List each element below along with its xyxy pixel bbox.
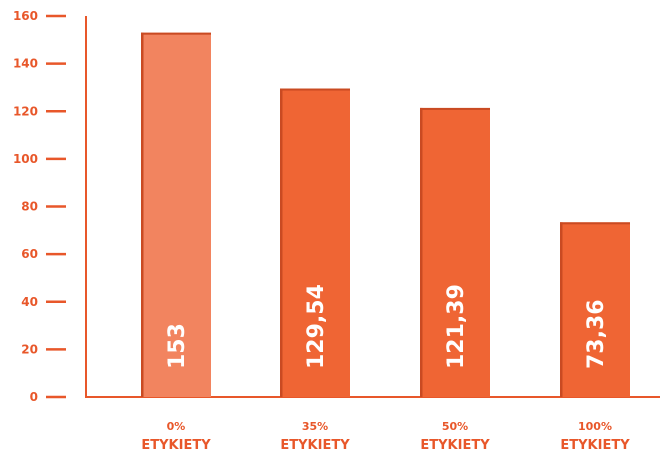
bar-top-edge: [560, 222, 630, 225]
bar-top-edge: [141, 32, 211, 35]
y-tick-label: 40: [21, 295, 38, 309]
bar: [280, 88, 350, 398]
bar: [560, 222, 630, 397]
x-category-label: ETYKIETY: [420, 438, 490, 453]
y-tick-label: 20: [21, 342, 38, 356]
y-tick-label: 60: [21, 247, 38, 261]
bar-top-edge: [420, 107, 490, 110]
bar: [141, 32, 211, 397]
y-tick-label: 160: [13, 9, 38, 23]
bar-edge: [420, 107, 423, 397]
y-tick-label: 140: [13, 57, 38, 71]
x-category-label: ETYKIETY: [560, 438, 630, 453]
y-tick-label: 80: [21, 200, 38, 214]
bar: [420, 107, 490, 397]
y-tick-label: 100: [13, 152, 38, 166]
x-category-label: ETYKIETY: [141, 438, 211, 453]
bar-edge: [280, 88, 283, 398]
bar-value-label: 121,39: [444, 284, 469, 369]
x-category-label: 35%: [302, 420, 328, 433]
x-category-label: 0%: [167, 420, 186, 433]
bar-value-label: 129,54: [304, 284, 329, 369]
x-category-label: ETYKIETY: [280, 438, 350, 453]
bar-value-label: 73,36: [584, 299, 609, 369]
x-category-label: 100%: [578, 420, 612, 433]
bar-edge: [141, 32, 144, 397]
bar-edge: [560, 222, 563, 397]
y-tick-label: 0: [30, 390, 38, 404]
y-tick-label: 120: [13, 104, 38, 118]
x-category-label: 50%: [442, 420, 468, 433]
bar-value-label: 153: [165, 323, 190, 369]
bar-top-edge: [280, 88, 350, 91]
